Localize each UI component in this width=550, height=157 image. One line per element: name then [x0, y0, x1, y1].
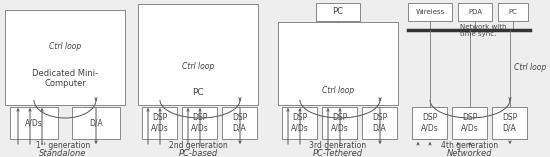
Text: DSP
A/Ds: DSP A/Ds	[151, 113, 168, 133]
Text: DSP
A/Ds: DSP A/Ds	[461, 113, 478, 133]
Bar	[222, 107, 257, 139]
Text: PC: PC	[333, 8, 344, 16]
Bar	[412, 107, 447, 139]
Text: PC: PC	[509, 9, 518, 15]
Bar	[408, 3, 452, 21]
Text: DSP
D/A: DSP D/A	[372, 113, 387, 133]
Text: Ctrl loop: Ctrl loop	[322, 86, 354, 95]
Text: DSP
D/A: DSP D/A	[502, 113, 517, 133]
Text: 3rd generation: 3rd generation	[310, 141, 366, 149]
Text: 1ˢᵗ generation: 1ˢᵗ generation	[36, 141, 90, 149]
Text: PC-based: PC-based	[178, 149, 218, 157]
Text: DSP
A/Ds: DSP A/Ds	[191, 113, 208, 133]
Bar	[316, 3, 360, 21]
Bar	[458, 3, 492, 21]
Text: PDA: PDA	[468, 9, 482, 15]
Text: A/Ds: A/Ds	[25, 119, 43, 127]
Text: Dedicated Mini-
Computer: Dedicated Mini- Computer	[32, 69, 98, 88]
Text: Ctrl loop: Ctrl loop	[514, 62, 546, 71]
Bar	[282, 107, 317, 139]
Bar	[322, 107, 357, 139]
Bar	[72, 107, 120, 139]
Bar	[142, 107, 177, 139]
Text: D/A: D/A	[89, 119, 103, 127]
Text: DSP
A/Ds: DSP A/Ds	[331, 113, 348, 133]
Text: DSP
A/Ds: DSP A/Ds	[421, 113, 438, 133]
Text: Networked: Networked	[447, 149, 493, 157]
Bar	[5, 10, 125, 105]
Bar	[498, 3, 528, 21]
Bar	[278, 22, 398, 105]
Text: PC: PC	[192, 88, 204, 97]
Text: Network with
time sync.: Network with time sync.	[460, 24, 507, 37]
Text: 2nd generation: 2nd generation	[169, 141, 227, 149]
Text: Ctrl loop: Ctrl loop	[182, 62, 214, 71]
Bar	[492, 107, 527, 139]
Text: Wireless: Wireless	[415, 9, 444, 15]
Text: 4th generation: 4th generation	[442, 141, 498, 149]
Text: Ctrl loop: Ctrl loop	[49, 42, 81, 51]
Text: PC-Tethered: PC-Tethered	[313, 149, 363, 157]
Bar	[182, 107, 217, 139]
Text: DSP
A/Ds: DSP A/Ds	[290, 113, 309, 133]
Bar	[10, 107, 58, 139]
Text: DSP
D/A: DSP D/A	[232, 113, 247, 133]
Text: Standalone: Standalone	[39, 149, 87, 157]
Bar	[138, 4, 258, 105]
Bar	[452, 107, 487, 139]
Bar	[362, 107, 397, 139]
